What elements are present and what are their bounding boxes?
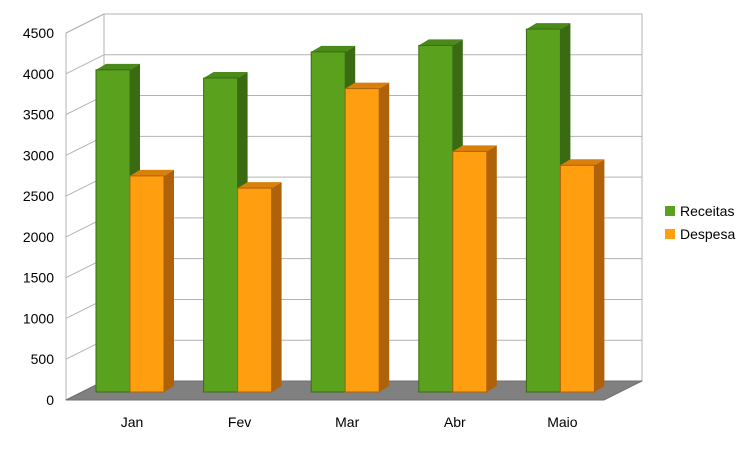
x-tick-label: Jan	[121, 414, 144, 430]
y-tick-label: 0	[46, 392, 54, 408]
y-tick-label: 500	[31, 351, 55, 367]
bar-top	[203, 72, 248, 79]
legend-label: Receitas	[680, 203, 734, 219]
bar-top	[345, 82, 390, 89]
bar-front	[418, 44, 454, 393]
bars	[95, 23, 605, 393]
bar-front	[344, 88, 380, 393]
y-tick-label: 2000	[23, 229, 54, 245]
bar-front	[525, 28, 561, 393]
y-tick-label: 3500	[23, 107, 54, 123]
gridline-side	[65, 13, 105, 34]
y-tick-label: 1000	[23, 310, 54, 326]
bar-front	[452, 150, 488, 393]
bar-front	[95, 69, 131, 393]
bar-top	[526, 23, 571, 30]
x-tick-label: Abr	[444, 414, 466, 430]
bar-front	[310, 51, 346, 393]
bar-despesa-jan	[129, 169, 174, 393]
bar-top	[96, 63, 140, 70]
bar-side	[164, 169, 174, 392]
bar-side	[271, 182, 282, 392]
x-axis-ticks: Jan Fev Mar Abr Maio	[121, 414, 578, 430]
bar-top	[560, 159, 605, 166]
legend-swatch	[665, 206, 675, 216]
legend-item-despesa: Despesa	[665, 226, 735, 242]
x-tick-label: Fev	[228, 414, 251, 430]
bar-front	[237, 187, 273, 393]
bar-side	[486, 145, 497, 392]
bar-top	[311, 45, 356, 52]
bar-front	[203, 77, 239, 393]
x-tick-label: Mar	[335, 414, 359, 430]
y-axis-ticks: 0 500 1000 1500 2000 2500 3000 3500 4000 4500	[23, 25, 54, 408]
legend-label: Despesa	[680, 226, 735, 242]
y-tick-label: 2500	[23, 188, 54, 204]
bar-side	[379, 82, 390, 392]
legend-item-receitas: Receitas	[665, 203, 734, 219]
gridline-side	[65, 54, 105, 75]
bar-top	[130, 169, 174, 176]
bar-receitas-abr	[418, 39, 463, 393]
bar-despesa-maio	[559, 159, 605, 393]
bar-despesa-abr	[452, 145, 497, 393]
bar-front	[129, 175, 165, 393]
y-tick-label: 4500	[23, 25, 54, 41]
legend: Receitas Despesa	[665, 203, 735, 242]
bar-despesa-mar	[344, 82, 390, 393]
y-tick-label: 3000	[23, 147, 54, 163]
bar-top	[418, 39, 463, 46]
y-tick-label: 4000	[23, 66, 54, 82]
bar-side	[594, 159, 605, 392]
bar-top	[237, 182, 282, 189]
y-tick-label: 1500	[23, 270, 54, 286]
bar-despesa-fev	[237, 182, 282, 393]
bar-front	[559, 164, 595, 393]
legend-swatch	[665, 229, 675, 239]
x-tick-label: Maio	[547, 414, 578, 430]
bar-top	[452, 145, 497, 152]
